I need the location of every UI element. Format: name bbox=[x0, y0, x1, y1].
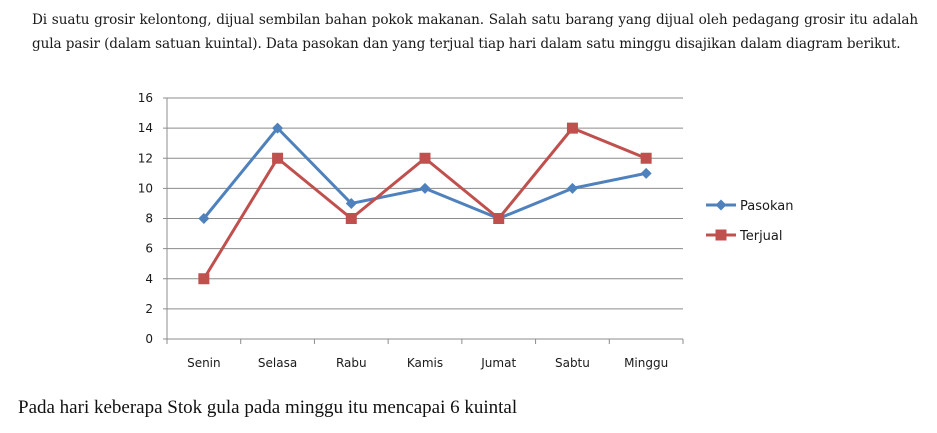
y-tick-label: 6 bbox=[145, 242, 153, 256]
x-tick-label: Kamis bbox=[407, 356, 443, 370]
legend-item-terjual: Terjual bbox=[706, 229, 783, 244]
data-point bbox=[566, 122, 578, 134]
y-tick-label: 16 bbox=[138, 91, 153, 105]
question-text: Pada hari keberapa Stok gula pada minggu… bbox=[18, 397, 518, 418]
legend-marker bbox=[715, 229, 727, 241]
series-lines bbox=[198, 122, 652, 285]
series-pasokan bbox=[198, 122, 652, 224]
data-point bbox=[640, 152, 652, 164]
x-tick-labels: Senin Selasa Rabu Kamis Jumat Sabtu Minggu bbox=[187, 356, 668, 370]
axes bbox=[163, 97, 684, 344]
legend-item-pasokan: Pasokan bbox=[706, 199, 793, 214]
legend-label: Terjual bbox=[739, 229, 783, 244]
y-tick-label: 8 bbox=[145, 212, 153, 226]
data-point bbox=[640, 167, 652, 179]
x-tick-label: Minggu bbox=[624, 356, 668, 370]
x-tick-label: Rabu bbox=[336, 356, 367, 370]
y-tick-label: 2 bbox=[145, 302, 153, 316]
y-tick-labels: 0 2 4 6 8 10 12 14 16 bbox=[138, 91, 153, 346]
intro-paragraph: Di suatu grosir kelontong, dijual sembil… bbox=[32, 12, 918, 52]
data-point bbox=[272, 122, 284, 134]
y-tick-label: 12 bbox=[138, 151, 153, 165]
series-line bbox=[202, 126, 647, 280]
x-tick-label: Senin bbox=[187, 356, 221, 370]
legend: Pasokan Terjual bbox=[706, 199, 793, 244]
gridlines bbox=[167, 97, 683, 310]
data-point bbox=[419, 182, 431, 194]
data-point bbox=[493, 213, 505, 224]
x-tick-label: Jumat bbox=[480, 356, 516, 370]
y-tick-label: 10 bbox=[138, 181, 153, 195]
legend-label: Pasokan bbox=[740, 199, 793, 214]
data-point bbox=[566, 182, 578, 194]
series-line bbox=[202, 126, 647, 220]
y-tick-label: 4 bbox=[145, 272, 153, 286]
data-point bbox=[345, 197, 357, 209]
y-tick-label: 14 bbox=[138, 121, 153, 135]
y-tick-label: 0 bbox=[145, 332, 153, 346]
series-terjual bbox=[198, 122, 652, 285]
data-point bbox=[345, 213, 357, 224]
x-tick-label: Sabtu bbox=[555, 356, 590, 370]
data-point bbox=[198, 213, 210, 224]
data-point bbox=[419, 152, 431, 164]
legend-marker bbox=[715, 199, 727, 211]
data-point bbox=[198, 273, 210, 285]
data-point bbox=[272, 152, 284, 164]
x-tick-label: Selasa bbox=[258, 356, 297, 370]
